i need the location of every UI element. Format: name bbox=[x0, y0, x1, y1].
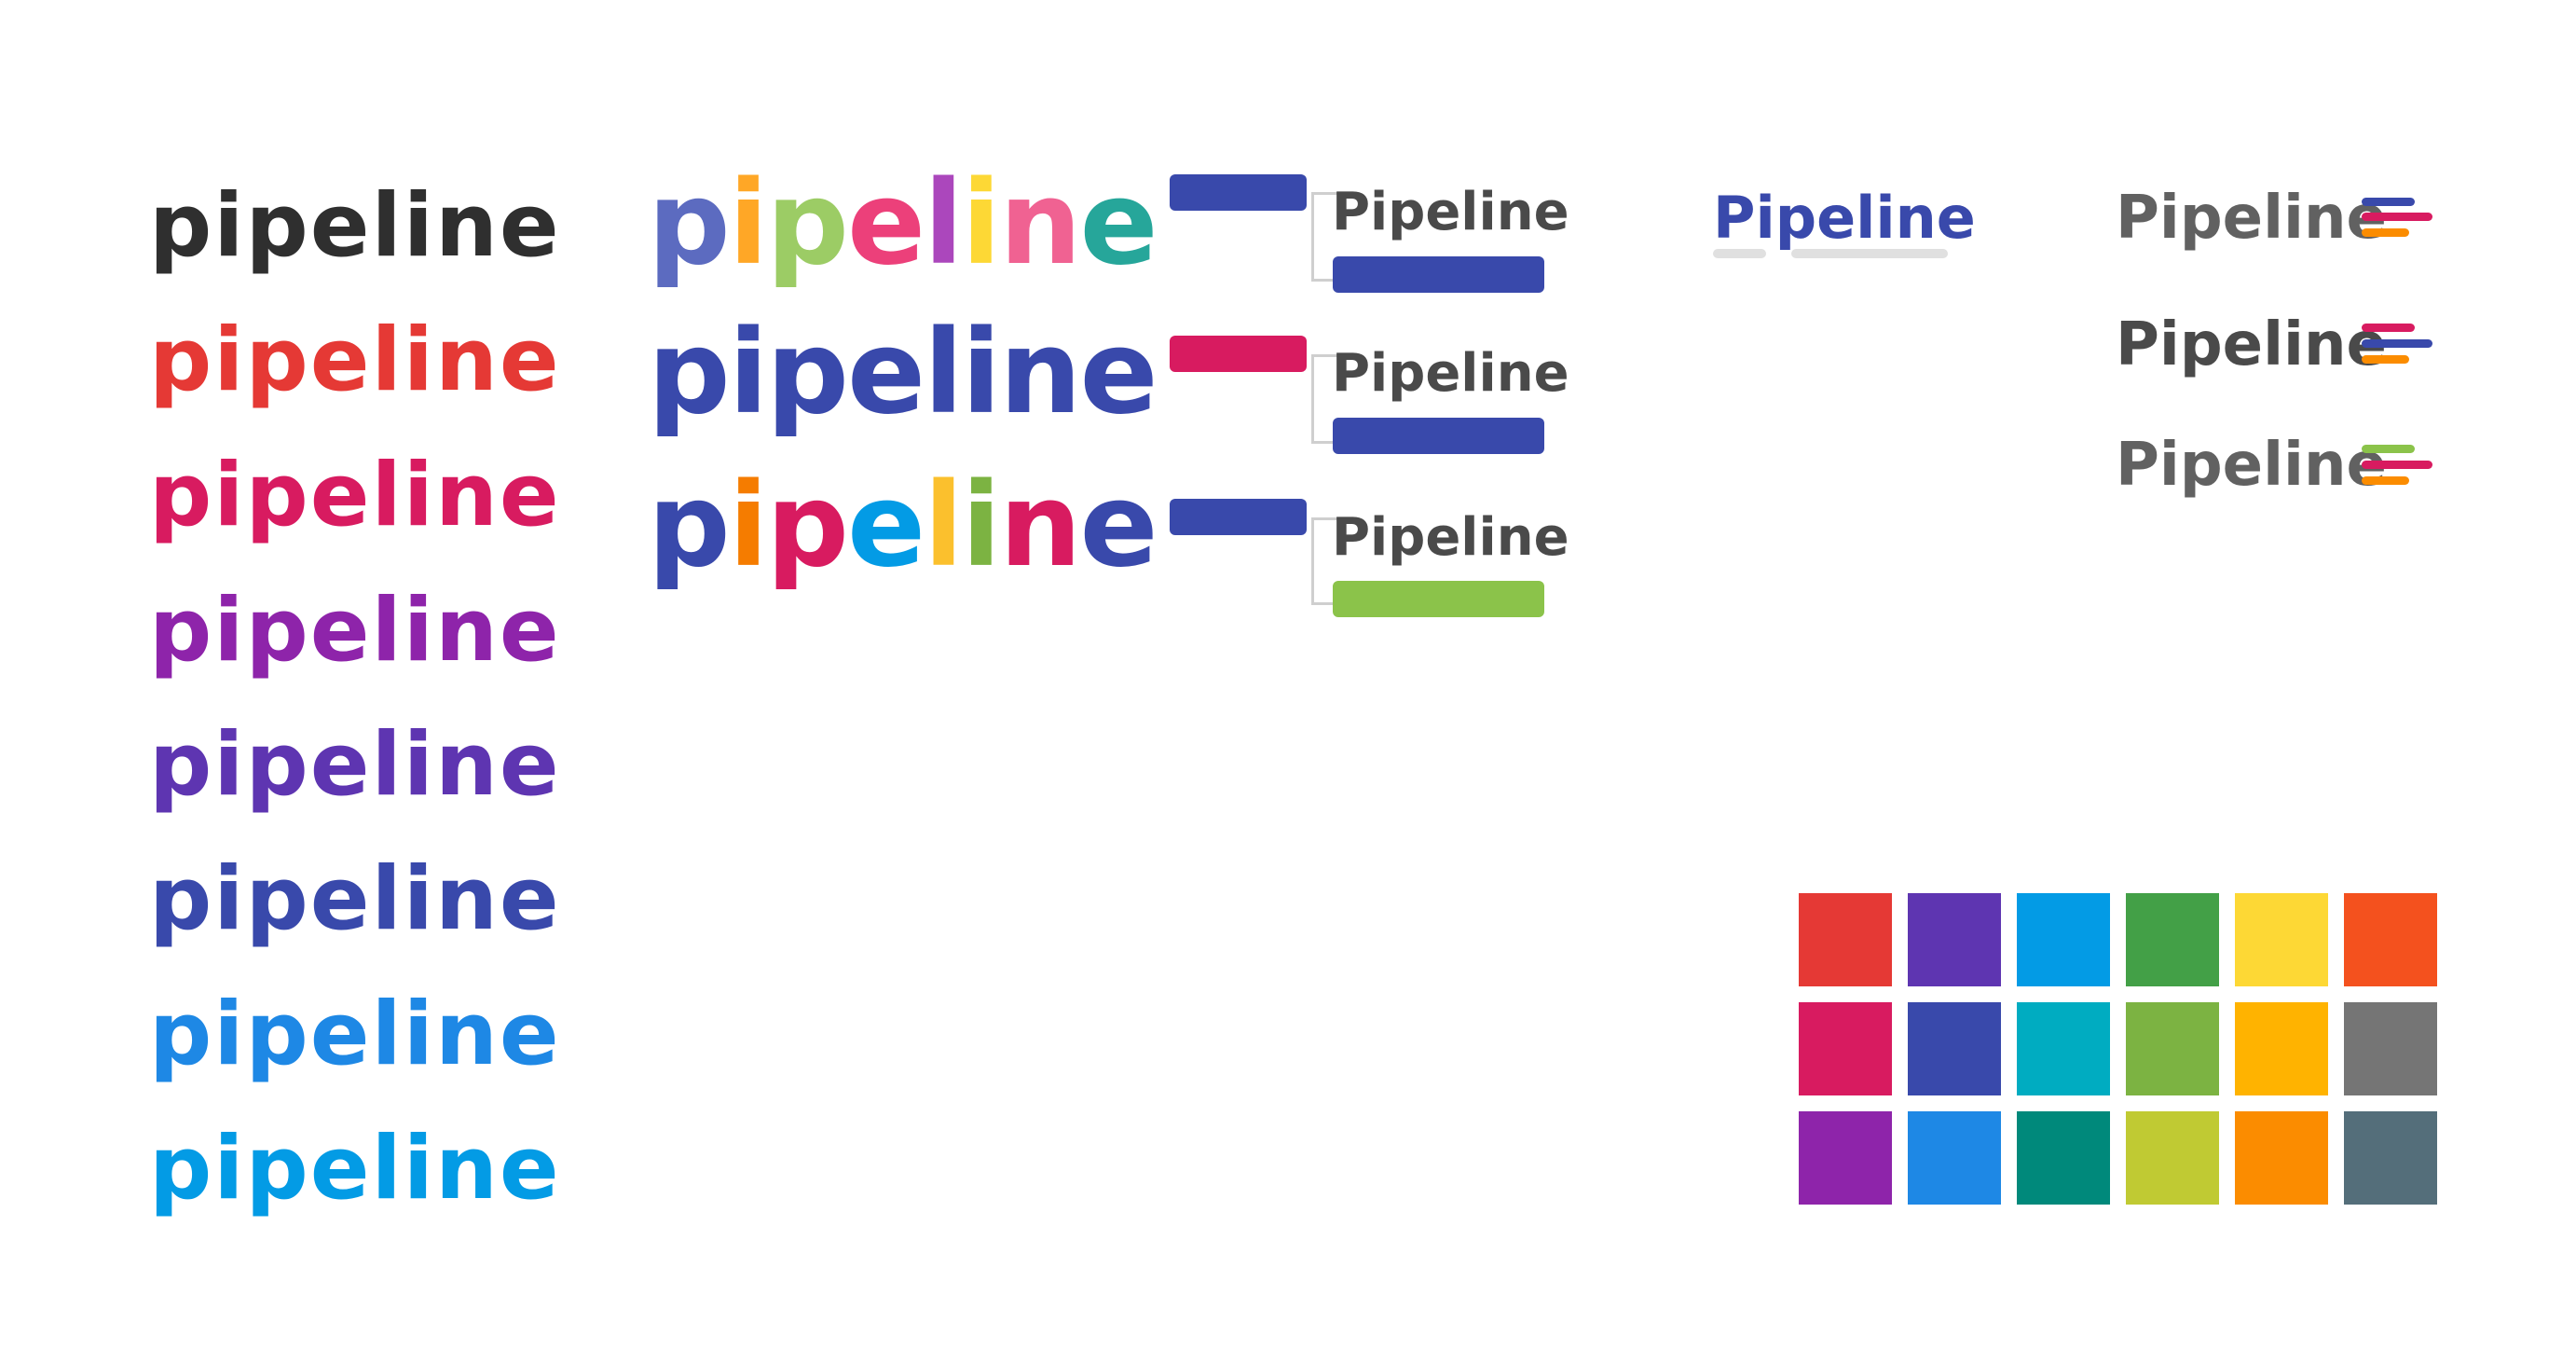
wordmark-charcoal: pipeline bbox=[149, 175, 561, 277]
stripe-line bbox=[2362, 324, 2415, 332]
color-swatch bbox=[1799, 1111, 1892, 1205]
logo-letter: p bbox=[766, 306, 849, 440]
bracket-bottom-bar bbox=[1333, 256, 1544, 293]
color-swatch bbox=[2126, 893, 2219, 986]
bracket-connector bbox=[1311, 192, 1338, 282]
logo-multicolor-pastel: pipeline bbox=[648, 157, 1158, 291]
bracket-bottom-bar bbox=[1333, 418, 1544, 454]
color-swatch bbox=[2235, 893, 2328, 986]
logo-letter: e bbox=[847, 157, 925, 291]
logo-letter: i bbox=[961, 459, 1001, 593]
logo-letter: p bbox=[648, 157, 731, 291]
logo-letter: l bbox=[924, 459, 963, 593]
color-swatch bbox=[1799, 1002, 1892, 1095]
bracket-top-bar bbox=[1170, 499, 1307, 535]
color-swatch bbox=[2017, 893, 2110, 986]
color-swatch bbox=[2235, 1002, 2328, 1095]
logo-letter: p bbox=[766, 459, 849, 593]
wordmark-blue: pipeline bbox=[149, 984, 561, 1085]
stripe-line bbox=[2362, 355, 2409, 364]
logo-letter: p bbox=[648, 459, 731, 593]
logo-letter: p bbox=[648, 306, 731, 440]
stripe-logo-text: Pipeline bbox=[2116, 431, 2387, 500]
color-swatch bbox=[2017, 1002, 2110, 1095]
color-swatch bbox=[1799, 893, 1892, 986]
bracket-connector bbox=[1311, 354, 1338, 444]
wordmark-pink: pipeline bbox=[149, 445, 561, 546]
logo-letter: i bbox=[961, 306, 1001, 440]
color-swatch bbox=[2344, 1002, 2437, 1095]
logo-letter: e bbox=[1079, 157, 1158, 291]
color-swatch bbox=[2344, 893, 2437, 986]
color-swatch bbox=[2235, 1111, 2328, 1205]
stripe-line bbox=[2362, 198, 2415, 206]
logo-letter: i bbox=[961, 157, 1001, 291]
logo-letter: n bbox=[999, 459, 1081, 593]
stripe-line bbox=[2362, 445, 2415, 453]
color-swatch bbox=[2126, 1111, 2219, 1205]
logo-indigo: pipeline bbox=[648, 306, 1158, 440]
logo-letter: i bbox=[728, 459, 768, 593]
stripe-logo-text: Pipeline bbox=[2116, 310, 2387, 379]
wordmark-deep-purple: pipeline bbox=[149, 714, 561, 816]
stripe-line bbox=[2362, 213, 2432, 221]
logo-letter: l bbox=[924, 157, 963, 291]
color-swatch bbox=[1908, 1111, 2001, 1205]
underline-logo-text: Pipeline bbox=[1713, 184, 1976, 252]
bracket-top-bar bbox=[1170, 336, 1307, 372]
logo-letter: i bbox=[728, 306, 768, 440]
wordmark-light-blue: pipeline bbox=[149, 1118, 561, 1219]
logo-letter: n bbox=[999, 306, 1081, 440]
logo-letter: n bbox=[999, 157, 1081, 291]
stripe-line bbox=[2362, 339, 2432, 348]
color-swatch bbox=[2126, 1002, 2219, 1095]
logo-letter: e bbox=[1079, 306, 1158, 440]
stripe-line bbox=[2362, 461, 2432, 469]
stripe-line bbox=[2362, 476, 2409, 485]
underline-long bbox=[1791, 249, 1948, 258]
stripe-line bbox=[2362, 228, 2409, 237]
logo-multicolor-vivid: pipeline bbox=[648, 459, 1158, 593]
logo-letter: e bbox=[1079, 459, 1158, 593]
bracket-logo-text: Pipeline bbox=[1332, 182, 1569, 242]
bracket-logo-text: Pipeline bbox=[1332, 343, 1569, 404]
logo-letter: l bbox=[924, 306, 963, 440]
stripe-logo-text: Pipeline bbox=[2116, 184, 2387, 253]
bracket-connector bbox=[1311, 517, 1338, 605]
wordmark-indigo: pipeline bbox=[149, 848, 561, 950]
wordmark-purple: pipeline bbox=[149, 580, 561, 682]
bracket-bottom-bar bbox=[1333, 581, 1544, 617]
color-swatch bbox=[2344, 1111, 2437, 1205]
logo-letter: p bbox=[766, 157, 849, 291]
color-swatch bbox=[1908, 893, 2001, 986]
color-swatch bbox=[1908, 1002, 2001, 1095]
wordmark-red: pipeline bbox=[149, 310, 561, 411]
bracket-top-bar bbox=[1170, 174, 1307, 211]
bracket-logo-text: Pipeline bbox=[1332, 507, 1569, 568]
underline-short bbox=[1713, 249, 1766, 258]
logo-letter: i bbox=[728, 157, 768, 291]
logo-letter: e bbox=[847, 459, 925, 593]
logo-letter: e bbox=[847, 306, 925, 440]
color-swatch bbox=[2017, 1111, 2110, 1205]
